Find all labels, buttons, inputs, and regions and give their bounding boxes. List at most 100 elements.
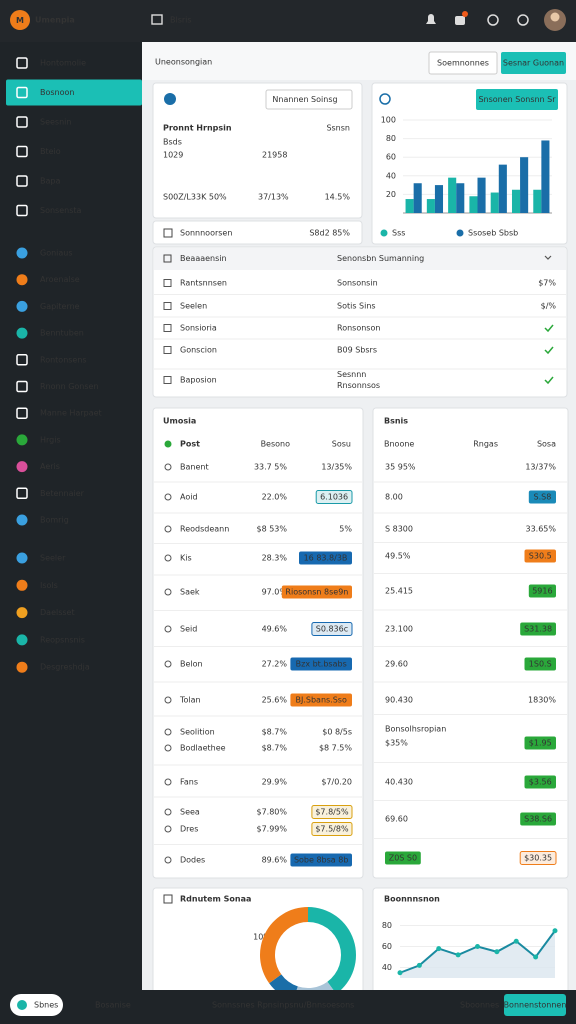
nav-item[interactable]: Hontomolie (40, 59, 86, 68)
nav-item[interactable]: Manne Harpaet (40, 409, 102, 418)
page-title: Uneonsongian (155, 58, 212, 67)
nav-item[interactable]: Daelsset (40, 608, 75, 617)
select-label: Nnannen Soinsg (272, 95, 337, 104)
footer-pill[interactable] (10, 994, 63, 1016)
col-icon (164, 440, 172, 448)
footer-link[interactable]: Bosanise (95, 1001, 131, 1010)
row-value: 22.0% (262, 493, 288, 502)
row-value: 25.415 (385, 587, 413, 596)
row-label: Seid (180, 625, 197, 634)
row-label: Fans (180, 778, 198, 787)
summary-foot: 14.5% (325, 193, 351, 202)
nav-icon (16, 552, 28, 564)
summary-heading: Pronnt Hrnpsin (163, 124, 232, 133)
check-icon (544, 346, 554, 355)
bar (413, 183, 422, 213)
sidebar (0, 0, 142, 1024)
row-label: Aoid (180, 493, 198, 502)
nav-item[interactable]: Hrgis (40, 435, 61, 444)
row-value: 23.100 (385, 625, 413, 634)
row-value: 16 83.8/3B (304, 554, 348, 563)
summary-foot: 37/13% (258, 193, 289, 202)
footer-content: Sbnes Bosanise Sonnssnes Rpnsinpsnu/Bnnsoe… (10, 994, 566, 1016)
nav-item[interactable]: Bteio (40, 147, 61, 156)
y-tick-label: 40 (382, 963, 392, 972)
nav-icon (16, 57, 28, 69)
card-icon (163, 894, 173, 904)
y-tick-label: 60 (386, 153, 396, 162)
checkbox[interactable] (163, 279, 172, 287)
row-value-badge (311, 805, 353, 819)
checkbox[interactable] (163, 324, 172, 332)
column-header: Post (180, 440, 200, 449)
nav-item[interactable]: Betennaier (40, 489, 85, 498)
nav-item[interactable]: Gapiterne (40, 302, 80, 311)
list-detail: Sesnnn (337, 370, 366, 379)
button[interactable] (428, 51, 498, 75)
nav-item[interactable]: Seeler (40, 554, 66, 563)
nav-item[interactable]: Rnonn Gonsen (40, 382, 99, 391)
nav-item[interactable]: Desgreshdja (40, 663, 90, 672)
select[interactable] (265, 89, 353, 110)
nav-item[interactable]: Sonsensta (40, 206, 82, 215)
row-icon (164, 825, 172, 833)
button[interactable] (501, 52, 566, 74)
nav-item[interactable]: Bapa (40, 177, 60, 186)
help-icon[interactable] (487, 14, 499, 26)
nav-item[interactable]: Aeris (40, 462, 60, 471)
list-name: Baposion (180, 376, 217, 385)
nav-item[interactable]: Goniaus (40, 249, 73, 258)
checkbox[interactable] (163, 346, 172, 354)
donut-slice (308, 907, 357, 994)
bell-icon[interactable] (426, 14, 436, 24)
mail-icon[interactable] (455, 16, 465, 25)
card-icon (164, 93, 176, 105)
bar (533, 189, 542, 213)
nav-item[interactable]: Bosnoon (40, 88, 74, 97)
y-tick-label: 100 (381, 116, 396, 125)
row-value-badge (290, 853, 352, 867)
row-value-badge (290, 693, 352, 707)
nav-item[interactable]: Rontonsens (40, 355, 87, 364)
menu-icon[interactable] (151, 14, 163, 25)
row-value: $0 8/5s (322, 728, 352, 737)
row-value: 8.00 (385, 493, 403, 502)
footer-link[interactable]: Sboonnes (460, 1001, 499, 1010)
nav-item[interactable]: Reopsnsnis (40, 635, 85, 644)
column-header: Sosa (537, 440, 556, 449)
row-value: 27.2% (262, 660, 288, 669)
row-value-badge (311, 622, 353, 636)
row-value: Sobe 8bsa 8b (294, 856, 348, 865)
row-value: $7.8/5% (315, 808, 349, 817)
nav-item[interactable]: Bomrig (40, 516, 69, 525)
row-value-badge (385, 851, 421, 865)
footer-button[interactable] (504, 994, 566, 1016)
footer-link[interactable]: Sonnssnes Rpnsinpsnu/Bnnsoesons (212, 1001, 354, 1010)
row-value: $8.7% (262, 728, 288, 737)
checkbox[interactable] (163, 376, 172, 384)
nav-item[interactable]: Benntuben (40, 329, 84, 338)
nav-icon (16, 661, 28, 673)
row-value: S30.5 (529, 552, 552, 561)
checkbox[interactable] (163, 254, 172, 263)
chart-button[interactable] (476, 89, 558, 110)
settings-icon[interactable] (517, 14, 529, 26)
summary-sub: Bsds (163, 138, 182, 147)
legend-label: Sss (392, 229, 405, 238)
bar (520, 157, 529, 213)
column-header: Rngas (473, 440, 498, 449)
row-value: $8 53% (256, 525, 287, 534)
y-tick-label: 40 (386, 171, 396, 180)
nav-item[interactable]: Aroenalse (40, 275, 80, 284)
nav-icon (16, 327, 28, 339)
row-value-badge (299, 551, 352, 565)
row-value-badge (281, 585, 352, 599)
bar (426, 199, 435, 213)
checkbox[interactable] (163, 302, 172, 310)
nav-item[interactable]: Seesnin (40, 118, 71, 127)
row-value: $8 7.5% (319, 744, 352, 753)
line-point (475, 944, 480, 949)
nav-item[interactable]: Isols (40, 581, 58, 590)
donut-slice (260, 907, 308, 984)
